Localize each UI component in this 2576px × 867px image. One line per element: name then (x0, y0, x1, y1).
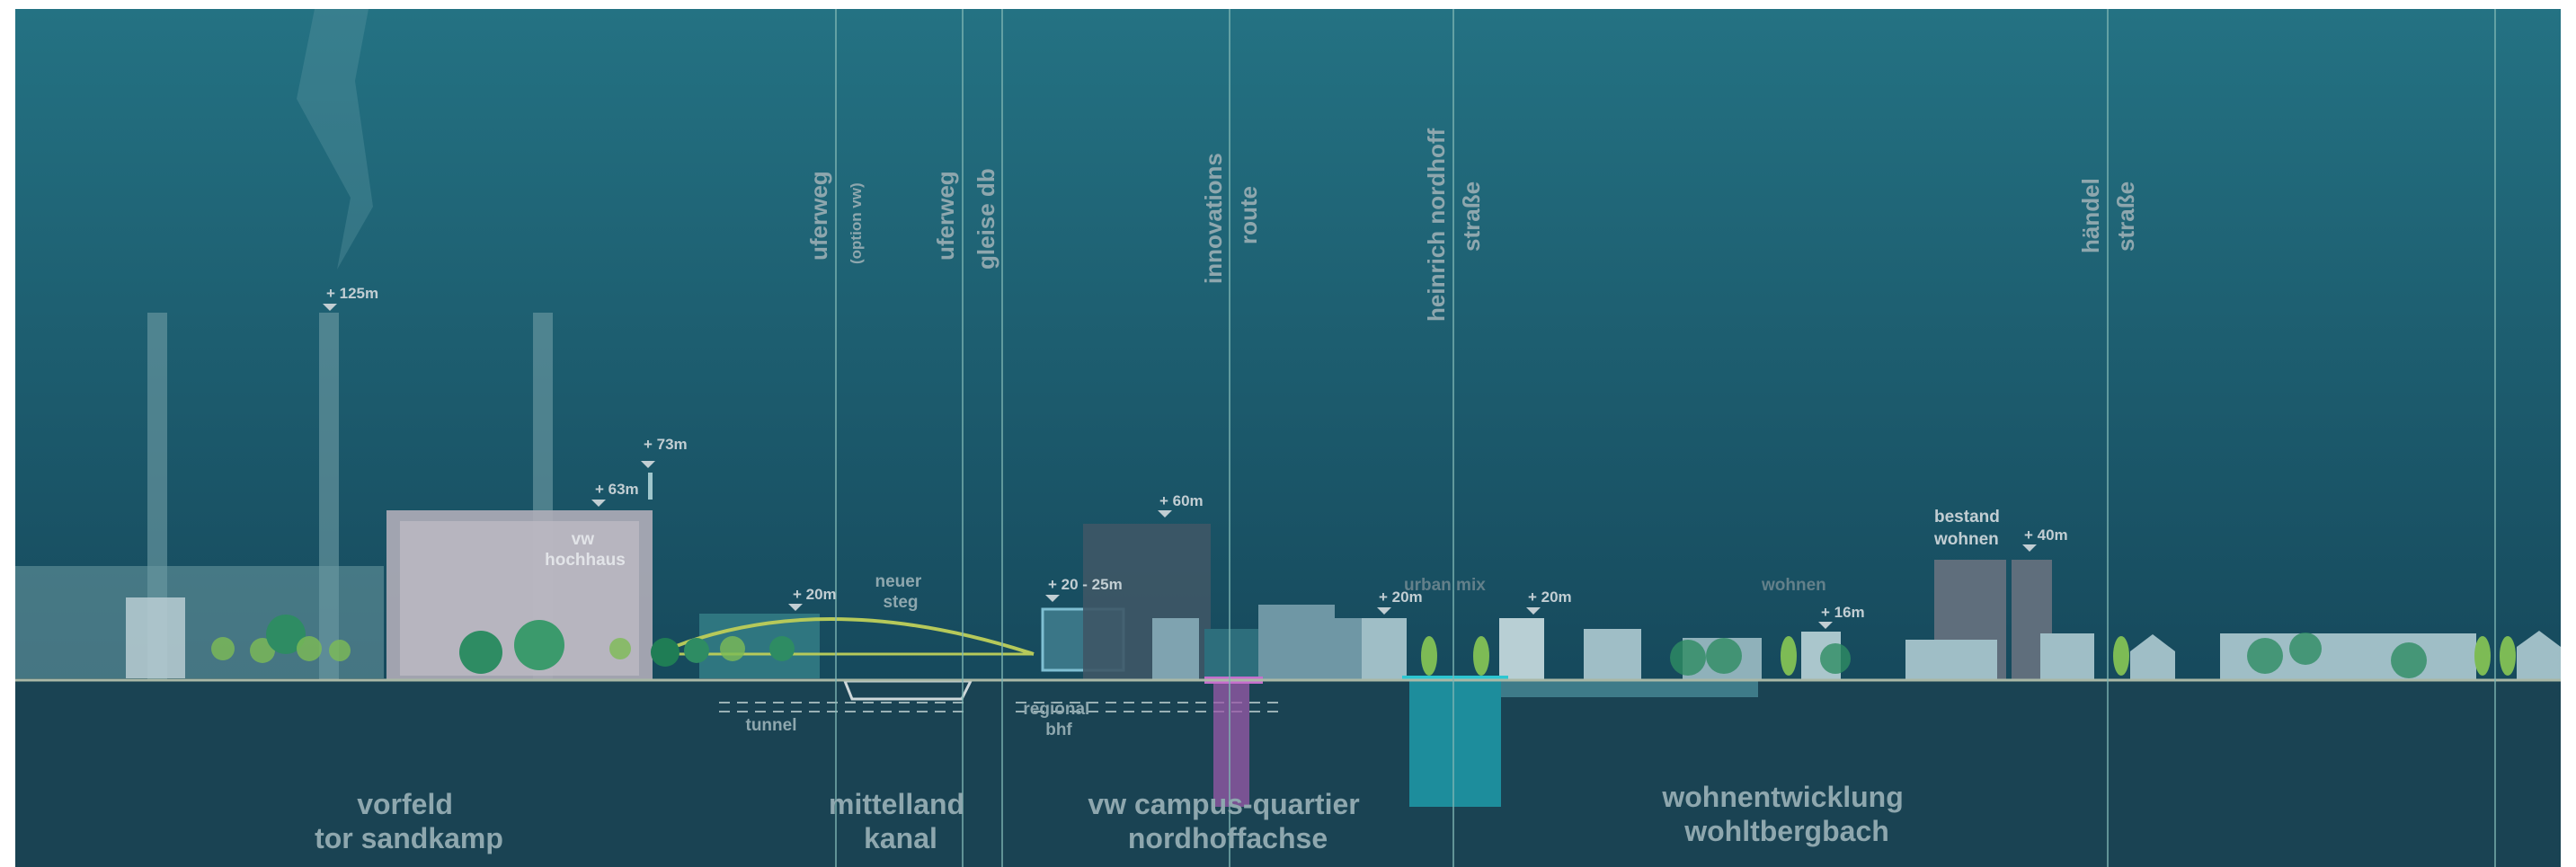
street-platform (1501, 681, 1758, 697)
label-wohnen: wohnen (1761, 576, 1826, 595)
label-tunnel: tunnel (746, 716, 797, 735)
chimney-middle (319, 313, 339, 681)
height-marker-triangles (323, 304, 2037, 629)
campus-block-2 (1204, 629, 1267, 679)
zone-label-vorfeld: vorfeld tor sandkamp (315, 788, 503, 854)
tree-group-right (1421, 633, 2516, 678)
height-label-station: + 20 - 25m (1048, 576, 1123, 593)
vlabel-strasse-2: straße (2112, 181, 2139, 252)
urban-mix-building (1362, 618, 1407, 679)
label-neuer-steg: neuer steg (875, 572, 926, 612)
vlabel-strasse-1: straße (1458, 181, 1485, 252)
chimney-smoke (297, 9, 373, 270)
hochhaus-mast (648, 473, 653, 500)
vlabel-uferweg-2: uferweg (932, 171, 959, 261)
height-label-hochhaus-b: + 73m (644, 436, 688, 453)
zone-label-mittelland: mittelland kanal (829, 788, 973, 854)
vlabel-haendel: händel (2077, 178, 2104, 253)
campus-block-3 (1258, 618, 1362, 681)
height-label-wohnen: + 16m (1821, 604, 1865, 621)
campus-block-1 (1152, 618, 1199, 679)
zone-label-wohnentwicklung: wohnentwicklung wohltbergbach (1661, 781, 1911, 847)
cyan-basin (1409, 681, 1501, 807)
height-label-campus-tower: + 60m (1159, 492, 1204, 509)
vlabel-option-vw: (option vw) (848, 182, 865, 264)
ground-section (15, 681, 2561, 867)
label-urban-mix: urban mix (1404, 576, 1486, 595)
vlabel-gleise-db: gleise db (973, 168, 999, 270)
house-1 (1584, 629, 1641, 679)
chimney-left (147, 313, 167, 681)
label-vw-hochhaus: vw hochhaus (545, 530, 626, 570)
height-label-urban-mix: + 20m (1379, 588, 1423, 606)
house-4 (2040, 633, 2094, 679)
magenta-shaft (1213, 681, 1249, 807)
canal-bridge (655, 617, 1035, 656)
zone-label-campus: vw campus-quartier nordhoffachse (1088, 788, 1367, 854)
height-label-canal: + 20m (793, 586, 837, 603)
vlabel-innovations: innovations (1200, 153, 1227, 284)
vlabel-heinrich-nordhoff: heinrich nordhoff (1423, 128, 1450, 322)
height-label-hochhaus-a: + 63m (595, 481, 639, 498)
urban-mix-building-b (1499, 618, 1544, 679)
height-label-urban-mix-b: + 20m (1528, 588, 1572, 606)
tree-group-left (211, 615, 795, 674)
label-regional-bhf: regional bhf (1023, 700, 1094, 739)
height-label-chimney: + 125m (326, 285, 378, 302)
cyan-basin-top (1402, 676, 1508, 681)
campus-block-4 (1258, 605, 1335, 618)
vlabel-uferweg-1: uferweg (805, 171, 832, 261)
section-dividers (835, 9, 2496, 867)
house-5 (2130, 634, 2175, 679)
height-label-bestand: + 40m (2024, 526, 2068, 544)
house-7 (2517, 631, 2561, 679)
small-building (126, 597, 185, 678)
vlabel-route: route (1235, 186, 1262, 244)
house-3 (1905, 640, 1997, 679)
label-bestand-wohnen: bestand wohnen (1933, 508, 2004, 549)
